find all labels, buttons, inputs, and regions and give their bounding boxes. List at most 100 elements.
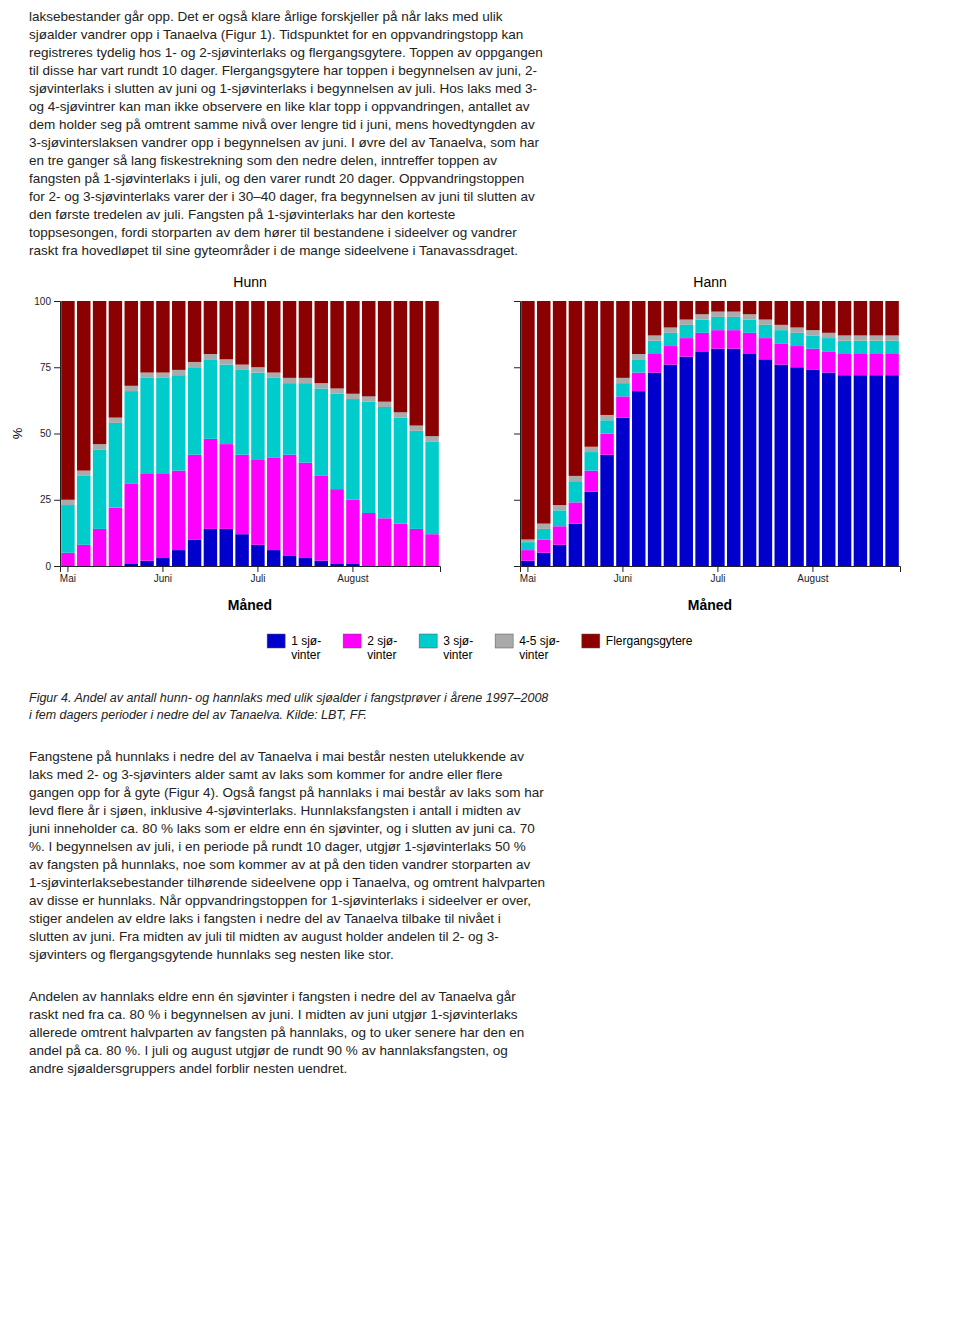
bar [109,301,122,418]
bar [204,439,217,529]
chart: MaiJuniJuliAugustHannMåned [514,274,901,613]
y-tick [514,367,520,368]
legend-label: Flergangsgytere [606,634,693,648]
bar [140,561,153,566]
tick-mark [812,566,813,572]
bar [410,529,423,566]
legend-item: 3 sjø-vinter [419,634,473,662]
bar [759,325,772,338]
legend-swatch [582,634,600,648]
bar [235,301,248,365]
bar [346,394,359,399]
bar [854,335,867,340]
legend-label: 1 sjø-vinter [291,634,321,662]
bar [743,320,756,333]
bar [125,563,138,566]
bar [870,335,883,340]
y-axis-title: % [10,427,25,439]
bar [711,301,724,312]
bar [537,540,550,553]
bar [109,508,122,566]
legend-label: 4-5 sjø-vinter [519,634,560,662]
bar [695,301,708,314]
bar [885,301,898,335]
bar [77,476,90,545]
bar [648,354,661,373]
bar [790,328,803,333]
bar [125,484,138,563]
axis-line [514,302,521,567]
bar [125,301,138,386]
x-tick: August [797,566,828,584]
tick-label: 100 [34,296,51,307]
bar [616,378,629,383]
tick-mark [162,566,163,572]
bar [283,455,296,556]
bar [822,333,835,338]
body-text: Fangstene på hunnlaks i nedre del av Tan… [29,748,931,964]
bar [315,383,328,388]
bar [188,301,201,362]
tick-label: Juli [710,573,725,584]
x-axis: MaiJuniJuliAugust [60,566,441,584]
tick-mark [257,566,258,572]
bar [172,370,185,375]
bar [362,396,375,401]
bar [394,418,407,524]
bar [600,301,613,415]
bar [854,354,867,375]
bar [885,375,898,566]
bar [93,529,106,566]
bar [204,354,217,359]
bar [585,452,598,471]
bar [838,335,851,340]
bar [695,351,708,566]
bar [93,301,106,444]
x-tick: Juni [614,566,632,584]
x-tick: Mai [60,566,76,584]
bar [727,317,740,330]
bar [616,301,629,378]
bar [251,460,264,545]
body-text: Andelen av hannlaks eldre enn én sjøvint… [29,988,931,1078]
x-tick: Mai [520,566,536,584]
legend-item: 2 sjø-vinter [343,634,397,662]
bar [569,301,582,476]
bar [616,396,629,417]
bar [394,524,407,566]
bar [790,333,803,346]
bar [410,301,423,426]
bar [885,354,898,375]
bar [569,476,582,481]
bar [806,370,819,566]
y-tick: 75 [40,362,60,373]
bar [616,383,629,396]
bar [553,505,566,510]
axis-line [61,567,441,573]
bar [680,325,693,338]
axis-line [54,302,61,567]
bar [585,471,598,492]
bar [711,312,724,317]
bar [156,301,169,373]
bar [806,330,819,335]
y-tick: 50 [40,428,60,439]
bar [220,444,233,529]
bar [109,423,122,508]
bar [790,346,803,367]
bar [806,335,819,348]
bar [346,500,359,564]
header-text: laksebestander går opp. Det er også klar… [29,0,931,260]
tick-label: August [797,573,828,584]
bar [759,359,772,566]
bar [251,301,264,367]
bar [425,534,438,566]
x-tick: August [337,566,368,584]
tick-label: Mai [60,573,76,584]
bar [378,402,391,407]
bar [632,354,645,359]
bar [61,505,74,553]
legend-item: 4-5 sjø-vinter [495,634,560,662]
bar [267,301,280,373]
bar [235,455,248,535]
